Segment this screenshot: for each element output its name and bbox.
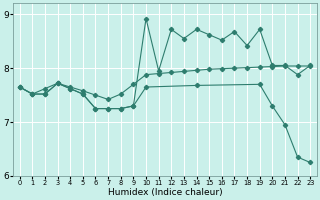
X-axis label: Humidex (Indice chaleur): Humidex (Indice chaleur) bbox=[108, 188, 222, 197]
